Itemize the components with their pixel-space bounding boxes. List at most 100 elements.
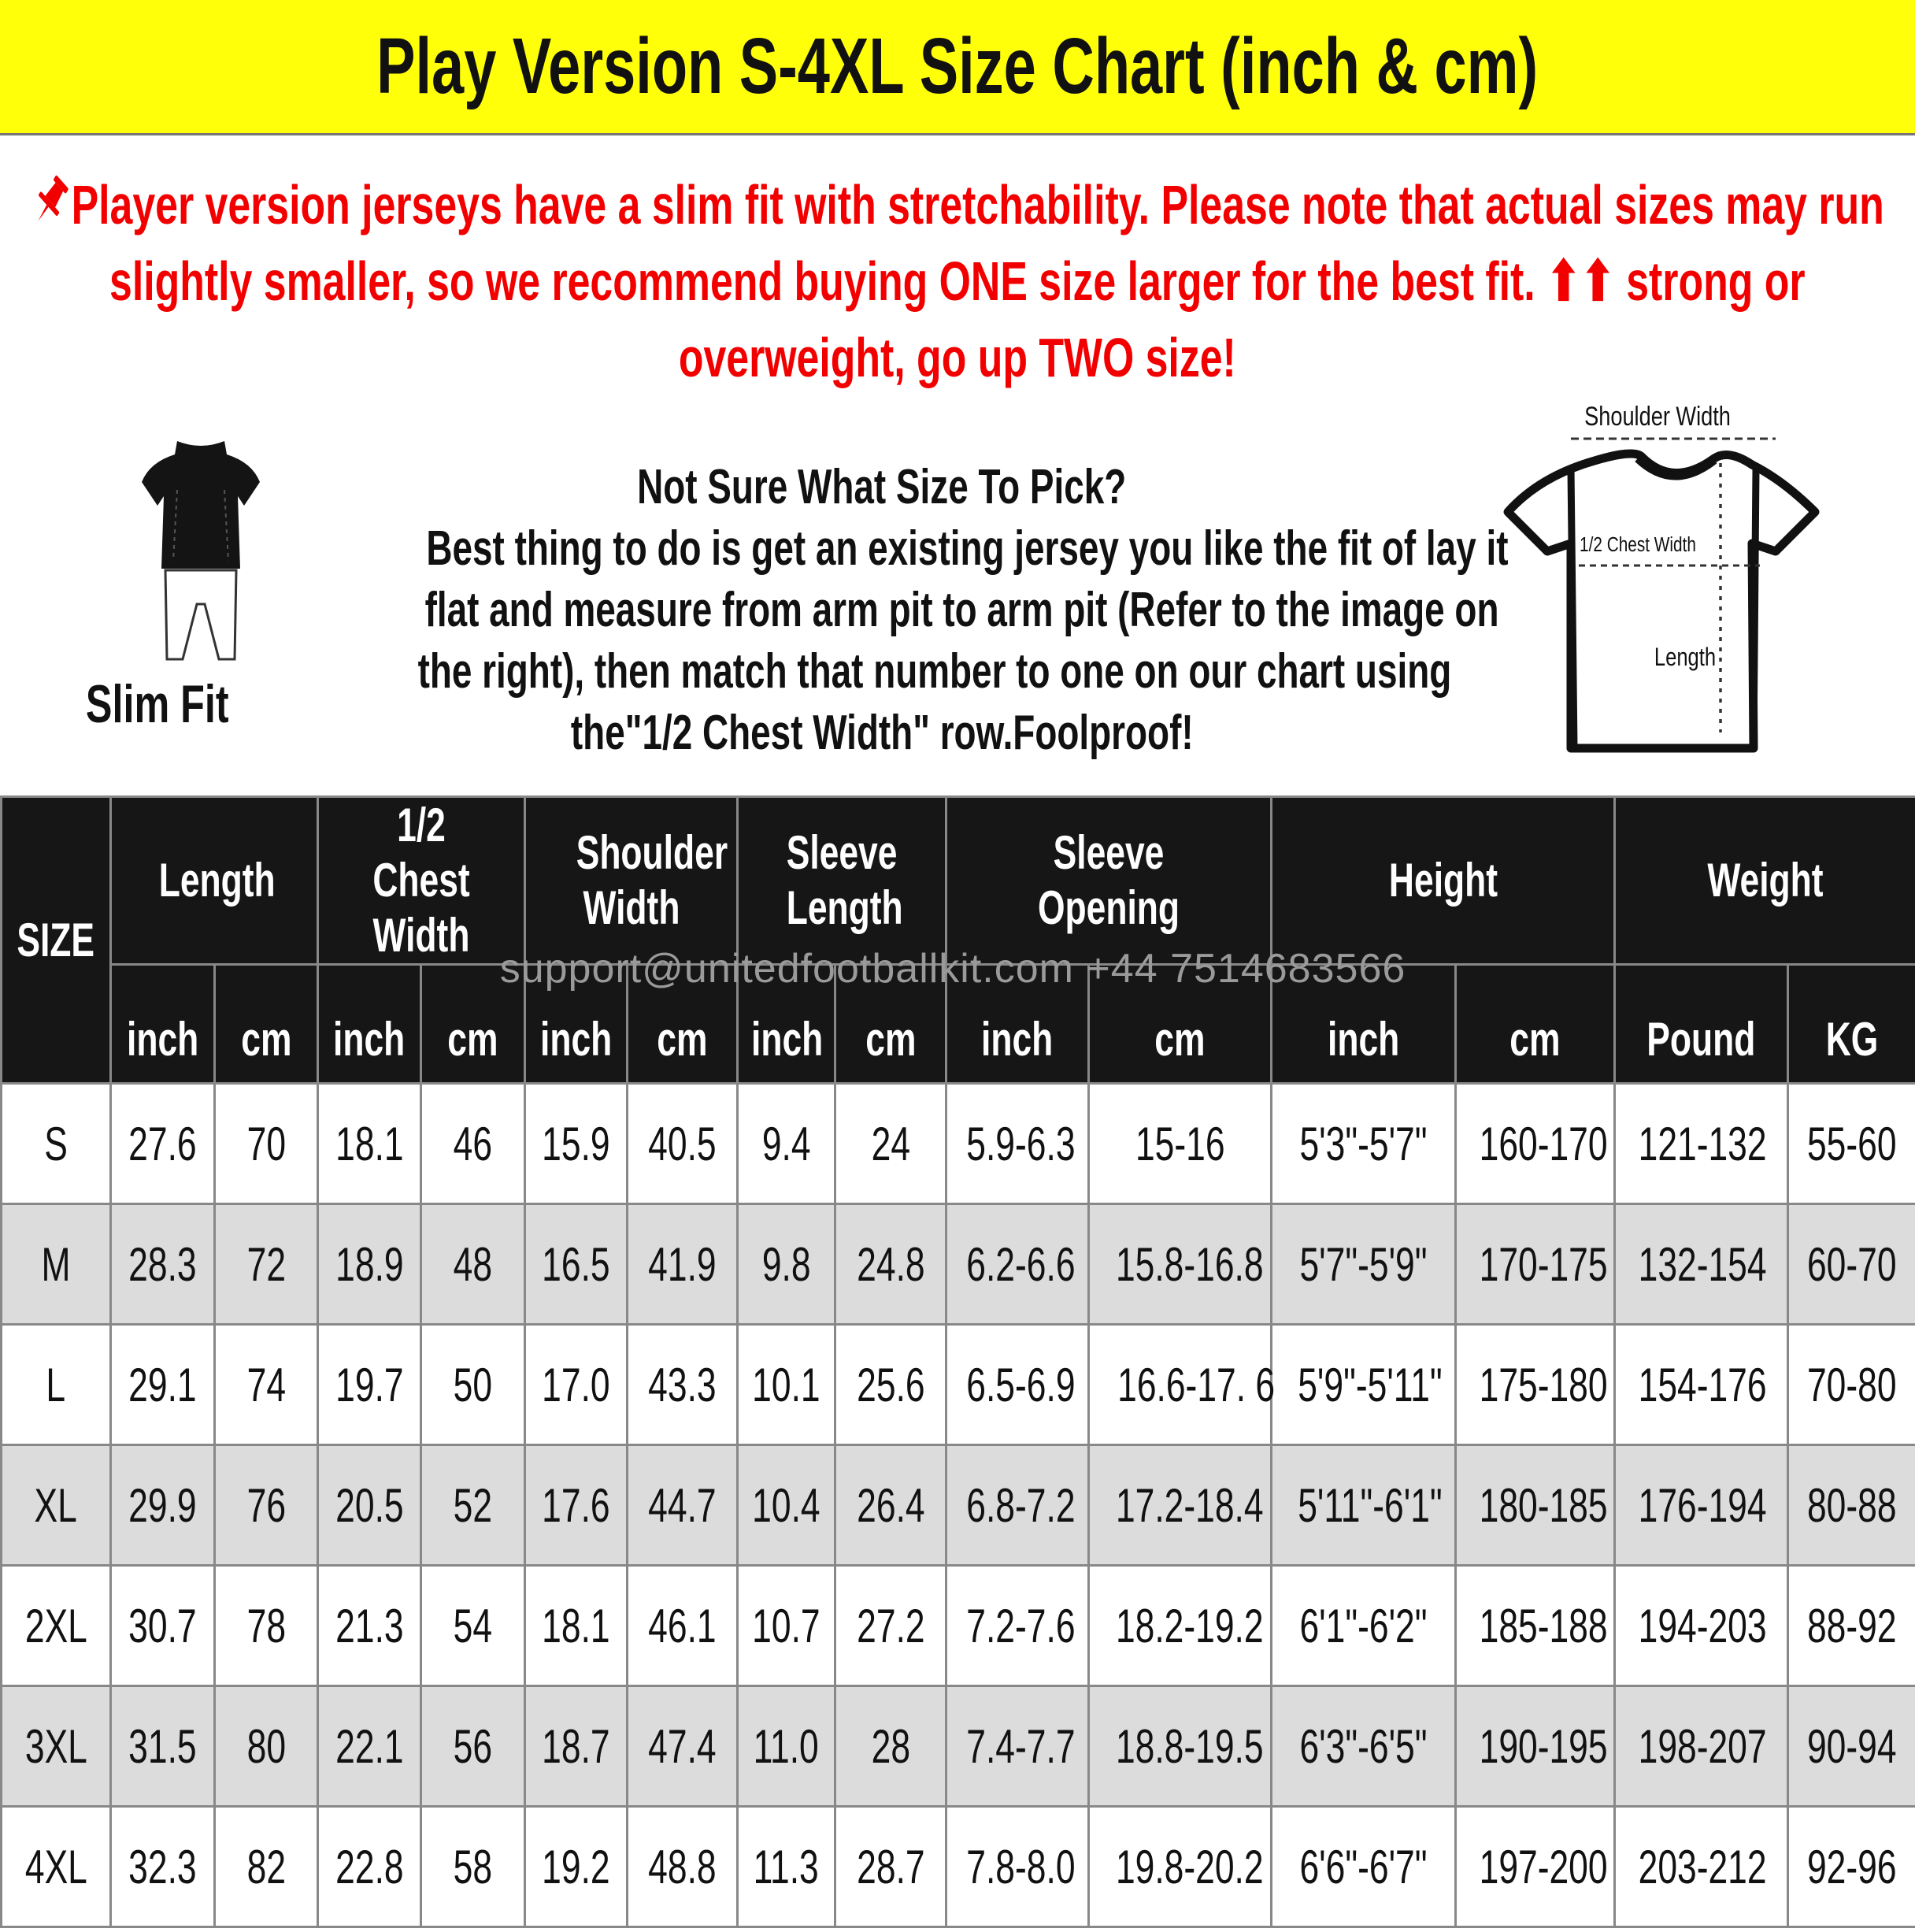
cell-text: 185-188	[1479, 1599, 1608, 1652]
cell-text: 132-154	[1638, 1237, 1767, 1291]
cell-text: 28.7	[856, 1840, 925, 1893]
header-unit-label: cm	[1509, 1013, 1561, 1066]
value-cell: 19.8-20.2	[1087, 1805, 1272, 1928]
cell-text: 20.5	[335, 1478, 404, 1532]
header-unit-label: Pound	[1646, 1013, 1756, 1066]
value-cell: 24.8	[834, 1203, 947, 1326]
size-cell: 2XL	[0, 1564, 112, 1687]
cell-text: 19.8-20.2	[1115, 1840, 1264, 1893]
cell-text: 92-96	[1807, 1840, 1897, 1893]
header-unit-label: cm	[657, 1013, 708, 1066]
header-unit: KG	[1787, 963, 1915, 1085]
header-group: Shoulder Width	[524, 795, 739, 966]
value-cell: 6.8-7.2	[945, 1444, 1090, 1567]
cell-text: 80-88	[1807, 1478, 1897, 1532]
value-cell: 6'3"-6'5"	[1270, 1685, 1457, 1808]
value-cell: 22.1	[317, 1685, 422, 1808]
cell-text: 55-60	[1807, 1117, 1897, 1170]
value-cell: 21.3	[317, 1564, 422, 1687]
cell-text: 11.0	[753, 1719, 820, 1773]
cell-text: 154-176	[1638, 1358, 1767, 1411]
value-cell: 11.0	[736, 1685, 836, 1808]
table-row: XL 29.9 76 20.5 52 17.6 44.7 10.4 26.4 6.8-7.2 17.…	[0, 1444, 1915, 1567]
value-cell: 50	[420, 1323, 526, 1446]
table-row: 4XL 32.3 82 22.8 58 19.2 48.8 11.3 28.7 7.8-8.0 19…	[0, 1805, 1915, 1928]
cell-text: 28.3	[128, 1237, 197, 1291]
header-group-label: Sleeve Opening	[1037, 826, 1180, 934]
header-unit-row: inch cm inch cm inch cm inch cm inch cm inch cm Poun…	[2, 963, 1915, 1085]
header-group-label: Weight	[1707, 854, 1824, 907]
header-unit: cm	[834, 963, 947, 1085]
value-cell: 9.8	[736, 1203, 836, 1326]
value-cell: 18.1	[524, 1564, 628, 1687]
cell-text: 5'3"-5'7"	[1299, 1117, 1428, 1170]
cell-text: 44.7	[648, 1478, 717, 1532]
cell-text: 6'6"-6'7"	[1299, 1840, 1428, 1893]
value-cell: 5'9"-5'11"	[1270, 1323, 1457, 1446]
cell-text: 16.6-17. 6	[1117, 1358, 1276, 1411]
help-line: the right), then match that number to on…	[417, 644, 1452, 699]
value-cell: 197-200	[1454, 1805, 1616, 1928]
value-cell: 48.8	[626, 1805, 739, 1928]
header-unit-label: cm	[447, 1013, 498, 1066]
header-group: Sleeve Opening	[945, 795, 1272, 966]
slim-fit-figure-icon	[142, 441, 260, 661]
header-unit: cm	[213, 963, 319, 1085]
value-cell: 55-60	[1787, 1082, 1915, 1205]
cell-text: 15-16	[1135, 1117, 1225, 1170]
help-line: the"1/2 Chest Width" row.Foolproof!	[570, 706, 1194, 760]
value-cell: 180-185	[1454, 1444, 1616, 1567]
cell-text: 10.7	[752, 1599, 820, 1652]
header-unit: Pound	[1613, 963, 1789, 1085]
cell-text: 19.7	[335, 1358, 404, 1411]
size-help-text: Not Sure What Size To Pick? Best thing t…	[236, 457, 1528, 764]
cell-text: 82	[246, 1840, 286, 1893]
cell-text: 48	[453, 1237, 493, 1291]
cell-text: 5'11"-6'1"	[1298, 1478, 1443, 1532]
cell-text: 203-212	[1638, 1840, 1767, 1893]
value-cell: 10.7	[736, 1564, 836, 1687]
value-cell: 80-88	[1787, 1444, 1915, 1567]
cell-text: 18.2-19.2	[1115, 1599, 1264, 1652]
value-cell: 26.4	[834, 1444, 947, 1567]
cell-text: 6.8-7.2	[966, 1478, 1076, 1532]
value-cell: 80	[213, 1685, 319, 1808]
cell-text: 41.9	[648, 1237, 717, 1291]
cell-text: 43.3	[648, 1358, 717, 1411]
value-cell: 7.8-8.0	[945, 1805, 1090, 1928]
cell-text: 10.1	[752, 1358, 820, 1411]
value-cell: 40.5	[626, 1082, 739, 1205]
value-cell: 74	[213, 1323, 319, 1446]
value-cell: 203-212	[1613, 1805, 1789, 1928]
value-cell: 28.7	[834, 1805, 947, 1928]
value-cell: 72	[213, 1203, 319, 1326]
header-group: Length	[109, 795, 319, 966]
table-row: M 28.3 72 18.9 48 16.5 41.9 9.8 24.8 6.2-6.6 15.8-…	[0, 1203, 1915, 1326]
header-unit: inch	[109, 963, 216, 1085]
cell-text: 47.4	[648, 1719, 717, 1773]
length-label: Length	[1654, 643, 1716, 671]
cell-text: 15.9	[542, 1117, 610, 1170]
help-line-row: the"1/2 Chest Width" row.Foolproof!	[236, 703, 1528, 764]
value-cell: 29.9	[109, 1444, 216, 1567]
cell-text: 18.1	[542, 1599, 610, 1652]
cell-text: 10.4	[752, 1478, 820, 1532]
table-header: SIZE Length 1/2 Chest Width Shoulder Width S…	[0, 795, 1915, 1085]
table-row: 3XL 31.5 80 22.1 56 18.7 47.4 11.0 28 7.4-7.7 18.8…	[0, 1685, 1915, 1808]
header-group: 1/2 Chest Width	[317, 795, 526, 966]
header-unit-label: inch	[539, 1013, 613, 1066]
value-cell: 52	[420, 1444, 526, 1567]
cell-text: 18.8-19.5	[1115, 1719, 1264, 1773]
header-group-label: Shoulder Width	[576, 826, 728, 934]
header-unit: inch	[317, 963, 422, 1085]
value-cell: 27.6	[109, 1082, 216, 1205]
cell-text: 5'9"-5'11"	[1298, 1358, 1443, 1411]
notice-text: Player version jerseys have a slim fit w…	[71, 174, 1884, 388]
value-cell: 160-170	[1454, 1082, 1616, 1205]
slim-fit-label: Slim Fit	[86, 674, 229, 734]
cell-text: 52	[453, 1478, 493, 1532]
value-cell: 17.6	[524, 1444, 628, 1567]
header-group-label: Sleeve Length	[786, 826, 903, 934]
cell-text: 15.8-16.8	[1115, 1237, 1264, 1291]
table-row: L 29.1 74 19.7 50 17.0 43.3 10.1 25.6 6.5-6.9 16.6…	[0, 1323, 1915, 1446]
